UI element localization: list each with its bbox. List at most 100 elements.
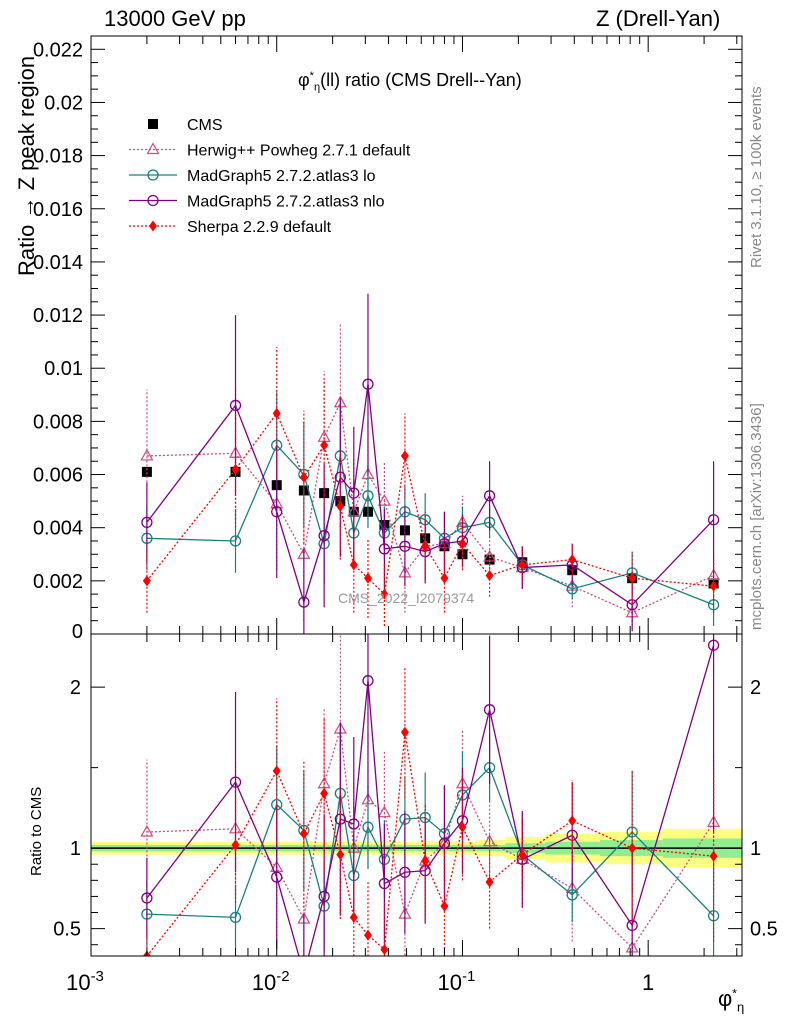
data-point — [483, 490, 496, 502]
legend-label: MadGraph5 2.7.2.atlas3 lo — [187, 168, 376, 185]
legend-marker — [146, 142, 160, 155]
legend-entry-madgraph5-2-7-2-atlas3-lo: MadGraph5 2.7.2.atlas3 lo — [129, 168, 376, 185]
series-line — [146, 732, 714, 956]
data-point — [709, 580, 718, 592]
y-tick-label: 0.01 — [44, 358, 83, 380]
y-tick-label: 0.5 — [53, 919, 81, 941]
data-point — [142, 575, 151, 587]
data-point — [229, 399, 242, 412]
data-point — [349, 559, 358, 571]
legend-entry-sherpa-2-2-9-default: Sherpa 2.2.9 default — [129, 219, 332, 236]
data-point — [421, 855, 430, 867]
data-point — [483, 834, 497, 847]
y-tick-label: 0.012 — [33, 305, 83, 327]
y-tick-label-right: 2 — [750, 677, 761, 699]
series-madgraph5-2-7-2-atlas3-nlo — [141, 293, 720, 634]
data-point — [400, 726, 409, 738]
header-right-label: Z (Drell-Yan) — [596, 6, 721, 31]
x-tick-label-text: 10-2 — [252, 968, 290, 995]
data-point — [363, 929, 372, 941]
data-point — [299, 471, 308, 483]
data-point — [628, 572, 637, 584]
data-point — [363, 572, 372, 584]
x-axis-label: φ*η — [718, 986, 745, 1015]
data-point — [568, 554, 577, 566]
data-point — [141, 466, 152, 477]
data-point — [231, 839, 240, 851]
legend-label: Sherpa 2.2.9 default — [187, 219, 332, 236]
data-point — [377, 805, 391, 818]
header-left-label: 13000 GeV pp — [104, 6, 246, 31]
data-point — [140, 824, 154, 837]
series-madgraph5-2-7-2-atlas3-nlo — [141, 634, 720, 956]
y-tick-label: 0.006 — [33, 465, 83, 487]
legend-label: CMS — [187, 117, 223, 134]
series-sherpa-2-2-9-default — [142, 666, 718, 956]
data-point — [399, 540, 411, 552]
legend-label: Herwig++ Powheg 2.7.1 default — [187, 143, 411, 160]
data-point — [440, 572, 449, 584]
data-point — [348, 487, 360, 499]
data-point — [458, 538, 467, 550]
data-point — [229, 911, 242, 924]
legend-marker — [147, 194, 159, 207]
y-tick-label: 0 — [72, 621, 83, 643]
data-point — [348, 818, 360, 830]
legend-marker — [149, 220, 157, 232]
y-tick-label: 0.02 — [44, 92, 83, 114]
data-point — [628, 842, 637, 854]
series-line — [146, 400, 714, 614]
data-point — [229, 776, 242, 788]
mcplots-reference-label: mcplots.cern.ch [arXiv:1306.3436] — [748, 403, 765, 630]
data-point — [483, 704, 496, 716]
rivet-version-label: Rivet 3.1.10, ≥ 100k events — [748, 86, 765, 268]
y-axis-label-main: Ratio → Z peak region — [14, 55, 39, 276]
series-line — [146, 412, 714, 596]
x-tick-label: 10-3 — [66, 968, 104, 995]
y-tick-label: 0.004 — [33, 518, 83, 540]
x-tick-label: 10-1 — [438, 968, 476, 995]
data-point — [568, 815, 577, 827]
y-tick-label-right: 1 — [750, 838, 761, 860]
data-point — [318, 890, 330, 903]
data-point — [231, 463, 240, 475]
data-point — [362, 675, 374, 687]
x-tick-label-text: 10-3 — [66, 968, 104, 995]
data-point — [349, 911, 358, 923]
analysis-id-label: CMS_2022_I2079374 — [338, 590, 475, 606]
data-point — [380, 588, 389, 600]
data-point — [566, 889, 578, 901]
series-sherpa-2-2-9-default — [142, 346, 718, 627]
data-point — [378, 543, 391, 555]
x-tick-label-text: 10-1 — [438, 968, 476, 995]
data-point — [140, 448, 154, 461]
data-point — [709, 850, 718, 862]
data-point — [271, 871, 283, 883]
y-tick-label: 0.018 — [33, 146, 83, 168]
y-tick-label: 2 — [70, 677, 81, 699]
y-tick-label: 1 — [70, 838, 81, 860]
x-tick-label: 1 — [642, 970, 654, 995]
y-tick-label: 0.016 — [33, 199, 83, 221]
data-point — [707, 514, 720, 526]
chart-title: φ*η(ll) ratio (CMS Drell--Yan) — [298, 70, 522, 94]
x-tick-label: 10-2 — [252, 968, 290, 995]
data-point — [320, 787, 329, 799]
y-axis-label-ratio: Ratio to CMS — [28, 786, 45, 876]
data-point — [518, 849, 527, 861]
data-point — [362, 378, 374, 390]
data-point — [377, 493, 391, 506]
data-point — [320, 439, 329, 451]
data-point — [229, 535, 242, 547]
data-point — [299, 828, 308, 840]
data-point — [485, 876, 494, 888]
data-point — [272, 407, 281, 419]
data-point — [399, 866, 411, 878]
data-point — [336, 849, 345, 861]
data-point — [141, 892, 153, 904]
data-point — [378, 877, 391, 890]
series-line — [146, 384, 715, 606]
data-point — [318, 530, 330, 542]
legend-entry-madgraph5-2-7-2-atlas3-nlo: MadGraph5 2.7.2.atlas3 nlo — [129, 194, 385, 211]
